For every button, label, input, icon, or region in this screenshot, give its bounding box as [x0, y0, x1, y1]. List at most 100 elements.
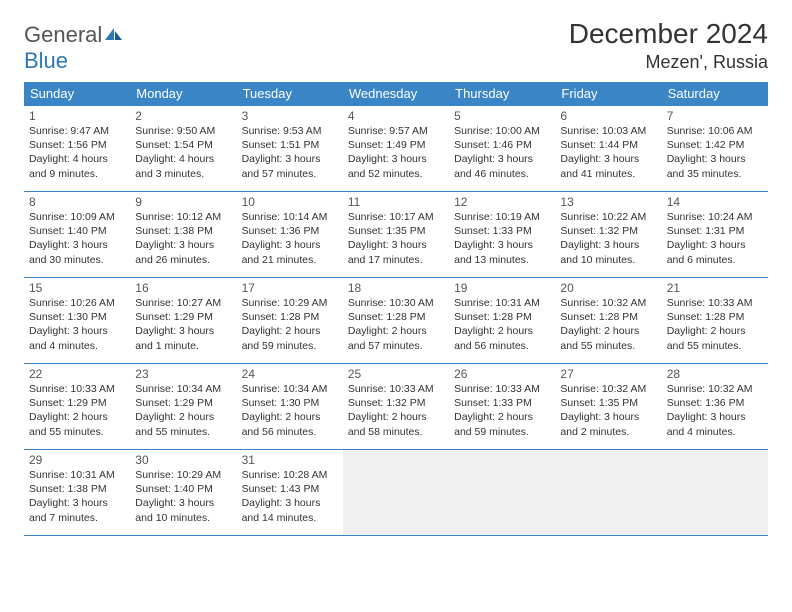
day-header-row: Sunday Monday Tuesday Wednesday Thursday…: [24, 82, 768, 106]
sunset-text: Sunset: 1:32 PM: [348, 396, 444, 410]
sunset-text: Sunset: 1:33 PM: [454, 396, 550, 410]
daylight-text: Daylight: 3 hours and 13 minutes.: [454, 238, 550, 266]
daylight-text: Daylight: 3 hours and 14 minutes.: [242, 496, 338, 524]
sunrise-text: Sunrise: 9:53 AM: [242, 124, 338, 138]
day-number: 9: [135, 195, 231, 209]
calendar-cell: 12Sunrise: 10:19 AMSunset: 1:33 PMDaylig…: [449, 192, 555, 278]
daylight-text: Daylight: 3 hours and 52 minutes.: [348, 152, 444, 180]
daylight-text: Daylight: 3 hours and 1 minute.: [135, 324, 231, 352]
calendar-cell: 27Sunrise: 10:32 AMSunset: 1:35 PMDaylig…: [555, 364, 661, 450]
day-number: 31: [242, 453, 338, 467]
col-friday: Friday: [555, 82, 661, 106]
sunset-text: Sunset: 1:51 PM: [242, 138, 338, 152]
calendar-cell: 11Sunrise: 10:17 AMSunset: 1:35 PMDaylig…: [343, 192, 449, 278]
calendar-cell: 13Sunrise: 10:22 AMSunset: 1:32 PMDaylig…: [555, 192, 661, 278]
sail-icon: [104, 26, 124, 42]
daylight-text: Daylight: 4 hours and 3 minutes.: [135, 152, 231, 180]
sunrise-text: Sunrise: 10:17 AM: [348, 210, 444, 224]
calendar-cell: 23Sunrise: 10:34 AMSunset: 1:29 PMDaylig…: [130, 364, 236, 450]
sunset-text: Sunset: 1:46 PM: [454, 138, 550, 152]
day-number: 8: [29, 195, 125, 209]
calendar-cell: 6Sunrise: 10:03 AMSunset: 1:44 PMDayligh…: [555, 106, 661, 192]
sunset-text: Sunset: 1:36 PM: [667, 396, 763, 410]
sunset-text: Sunset: 1:29 PM: [29, 396, 125, 410]
sunset-text: Sunset: 1:33 PM: [454, 224, 550, 238]
calendar-cell: 2Sunrise: 9:50 AMSunset: 1:54 PMDaylight…: [130, 106, 236, 192]
sunset-text: Sunset: 1:28 PM: [348, 310, 444, 324]
daylight-text: Daylight: 2 hours and 55 minutes.: [560, 324, 656, 352]
col-thursday: Thursday: [449, 82, 555, 106]
sunset-text: Sunset: 1:56 PM: [29, 138, 125, 152]
daylight-text: Daylight: 2 hours and 56 minutes.: [242, 410, 338, 438]
calendar-cell: 14Sunrise: 10:24 AMSunset: 1:31 PMDaylig…: [662, 192, 768, 278]
sunrise-text: Sunrise: 10:29 AM: [135, 468, 231, 482]
calendar-cell: 7Sunrise: 10:06 AMSunset: 1:42 PMDayligh…: [662, 106, 768, 192]
day-number: 12: [454, 195, 550, 209]
sunset-text: Sunset: 1:40 PM: [135, 482, 231, 496]
calendar-cell: 26Sunrise: 10:33 AMSunset: 1:33 PMDaylig…: [449, 364, 555, 450]
day-number: 21: [667, 281, 763, 295]
calendar-cell: 17Sunrise: 10:29 AMSunset: 1:28 PMDaylig…: [237, 278, 343, 364]
day-number: 17: [242, 281, 338, 295]
daylight-text: Daylight: 2 hours and 55 minutes.: [29, 410, 125, 438]
sunrise-text: Sunrise: 10:14 AM: [242, 210, 338, 224]
sunset-text: Sunset: 1:35 PM: [348, 224, 444, 238]
sunset-text: Sunset: 1:29 PM: [135, 310, 231, 324]
sunset-text: Sunset: 1:38 PM: [29, 482, 125, 496]
calendar-cell: 29Sunrise: 10:31 AMSunset: 1:38 PMDaylig…: [24, 450, 130, 536]
calendar-cell: 1Sunrise: 9:47 AMSunset: 1:56 PMDaylight…: [24, 106, 130, 192]
logo-text-block: General Blue: [24, 22, 124, 74]
day-number: 27: [560, 367, 656, 381]
day-number: 29: [29, 453, 125, 467]
day-number: 10: [242, 195, 338, 209]
daylight-text: Daylight: 2 hours and 58 minutes.: [348, 410, 444, 438]
sunrise-text: Sunrise: 10:06 AM: [667, 124, 763, 138]
sunrise-text: Sunrise: 10:34 AM: [135, 382, 231, 396]
daylight-text: Daylight: 2 hours and 55 minutes.: [667, 324, 763, 352]
day-number: 18: [348, 281, 444, 295]
daylight-text: Daylight: 3 hours and 4 minutes.: [29, 324, 125, 352]
calendar-cell: 19Sunrise: 10:31 AMSunset: 1:28 PMDaylig…: [449, 278, 555, 364]
day-number: 3: [242, 109, 338, 123]
sunrise-text: Sunrise: 10:33 AM: [454, 382, 550, 396]
sunrise-text: Sunrise: 10:29 AM: [242, 296, 338, 310]
sunrise-text: Sunrise: 10:00 AM: [454, 124, 550, 138]
calendar-cell: 22Sunrise: 10:33 AMSunset: 1:29 PMDaylig…: [24, 364, 130, 450]
sunset-text: Sunset: 1:54 PM: [135, 138, 231, 152]
daylight-text: Daylight: 3 hours and 41 minutes.: [560, 152, 656, 180]
sunrise-text: Sunrise: 10:32 AM: [667, 382, 763, 396]
daylight-text: Daylight: 4 hours and 9 minutes.: [29, 152, 125, 180]
day-number: 5: [454, 109, 550, 123]
daylight-text: Daylight: 3 hours and 35 minutes.: [667, 152, 763, 180]
day-number: 2: [135, 109, 231, 123]
day-number: 26: [454, 367, 550, 381]
day-number: 24: [242, 367, 338, 381]
daylight-text: Daylight: 3 hours and 21 minutes.: [242, 238, 338, 266]
calendar-page: General Blue December 2024 Mezen', Russi…: [0, 0, 792, 548]
daylight-text: Daylight: 2 hours and 55 minutes.: [135, 410, 231, 438]
sunrise-text: Sunrise: 9:50 AM: [135, 124, 231, 138]
brand-logo: General Blue: [24, 18, 124, 74]
calendar-cell: [555, 450, 661, 536]
sunset-text: Sunset: 1:30 PM: [29, 310, 125, 324]
sunset-text: Sunset: 1:32 PM: [560, 224, 656, 238]
calendar-cell: 30Sunrise: 10:29 AMSunset: 1:40 PMDaylig…: [130, 450, 236, 536]
day-number: 22: [29, 367, 125, 381]
calendar-cell: [343, 450, 449, 536]
calendar-cell: 28Sunrise: 10:32 AMSunset: 1:36 PMDaylig…: [662, 364, 768, 450]
sunset-text: Sunset: 1:36 PM: [242, 224, 338, 238]
sunrise-text: Sunrise: 10:12 AM: [135, 210, 231, 224]
day-number: 23: [135, 367, 231, 381]
col-saturday: Saturday: [662, 82, 768, 106]
brand-part2: Blue: [24, 48, 68, 73]
day-number: 7: [667, 109, 763, 123]
sunrise-text: Sunrise: 10:31 AM: [29, 468, 125, 482]
daylight-text: Daylight: 2 hours and 59 minutes.: [454, 410, 550, 438]
sunrise-text: Sunrise: 10:31 AM: [454, 296, 550, 310]
sunset-text: Sunset: 1:28 PM: [560, 310, 656, 324]
col-monday: Monday: [130, 82, 236, 106]
sunrise-text: Sunrise: 10:09 AM: [29, 210, 125, 224]
daylight-text: Daylight: 3 hours and 2 minutes.: [560, 410, 656, 438]
day-number: 16: [135, 281, 231, 295]
sunset-text: Sunset: 1:30 PM: [242, 396, 338, 410]
